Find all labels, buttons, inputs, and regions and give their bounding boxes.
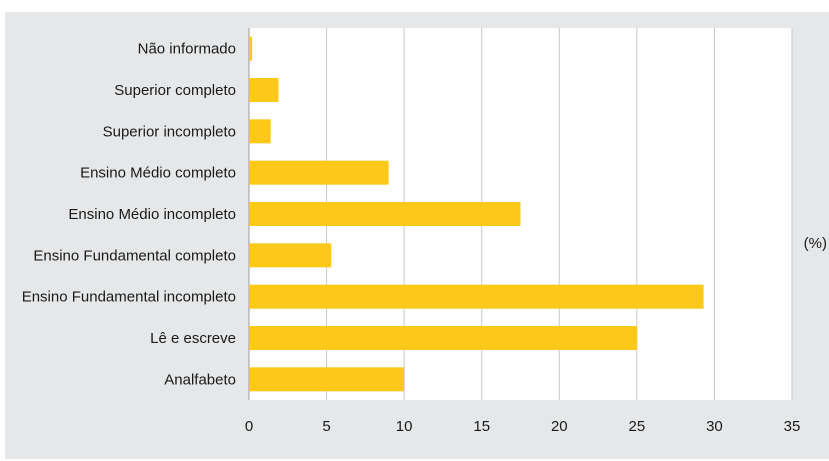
category-label-2: Superior incompleto [103,123,236,140]
x-tick-label-10: 10 [396,418,413,435]
category-label-3: Ensino Médio completo [80,165,236,182]
category-label-7: Lê e escreve [150,330,236,347]
bar-8 [249,367,405,392]
bar-7 [249,326,637,350]
bar-0 [249,36,253,61]
category-label-1: Superior completo [114,82,236,99]
x-tick-label-35: 35 [784,418,801,435]
category-label-4: Ensino Médio incompleto [68,206,236,223]
x-tick-label-15: 15 [473,418,490,435]
bars [249,36,704,392]
x-tick-label-20: 20 [551,418,568,435]
bar-5 [249,243,332,268]
category-labels: Não informado Superior completo Superior i… [22,41,236,389]
bar-4 [249,202,521,226]
category-label-5: Ensino Fundamental completo [33,247,236,264]
category-label-0: Não informado [138,41,236,58]
bar-6 [249,284,704,309]
unit-label: (%) [804,235,827,252]
category-label-6: Ensino Fundamental incompleto [22,289,236,306]
x-tick-label-0: 0 [245,418,253,435]
x-tick-label-5: 5 [322,418,330,435]
x-tick-label-30: 30 [706,418,723,435]
bar-1 [249,78,279,102]
bar-2 [249,119,271,144]
bar-3 [249,160,389,185]
category-label-8: Analfabeto [164,371,236,388]
x-tick-label-25: 25 [629,418,646,435]
x-tick-labels: 0 5 10 15 20 25 30 35 [245,418,801,435]
